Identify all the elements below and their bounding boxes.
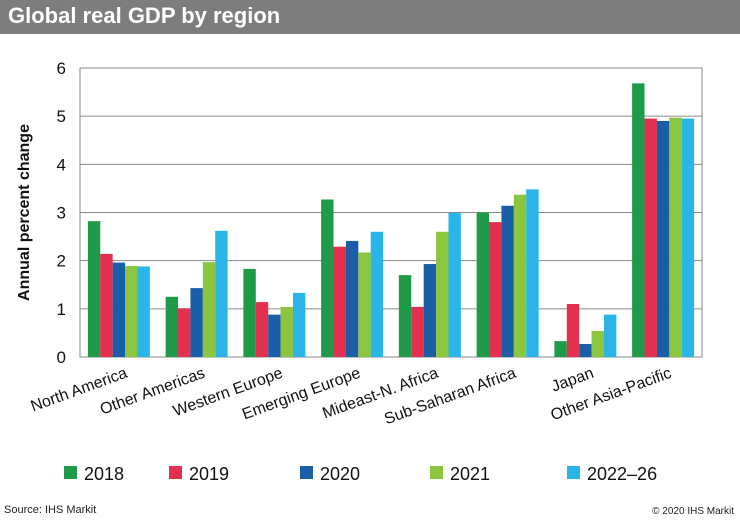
bar <box>669 117 682 357</box>
y-axis-title: Annual percent change <box>16 124 33 301</box>
bar <box>398 275 412 357</box>
bar <box>681 118 695 357</box>
legend-label: 2018 <box>84 464 124 484</box>
source-note: Source: IHS Markit <box>4 504 97 516</box>
bar <box>554 341 567 357</box>
bar <box>632 83 645 357</box>
chart-title: Global real GDP by region <box>8 3 281 28</box>
bar <box>125 265 138 357</box>
bar <box>579 343 592 357</box>
bar <box>423 264 437 357</box>
bar <box>165 296 179 357</box>
bar <box>566 304 580 357</box>
legend-swatch <box>300 466 313 479</box>
bar <box>87 221 101 357</box>
bar <box>411 306 424 357</box>
legend-swatch <box>430 466 443 479</box>
legend-label: 2022–26 <box>587 464 657 484</box>
bar <box>202 262 216 357</box>
y-tick-label: 3 <box>57 204 66 223</box>
bar <box>526 189 539 357</box>
bar <box>501 205 514 357</box>
bar <box>345 240 359 357</box>
y-tick-label: 4 <box>57 155 66 174</box>
bar <box>321 199 334 357</box>
bar <box>333 246 346 357</box>
bar <box>137 266 150 357</box>
bar <box>489 222 502 357</box>
x-category-label: Japan <box>549 365 596 396</box>
bar <box>448 212 461 357</box>
bar <box>100 253 113 357</box>
bar <box>268 314 281 357</box>
y-tick-label: 5 <box>57 107 66 126</box>
y-tick-label: 6 <box>57 59 66 78</box>
bar <box>292 292 306 357</box>
bar <box>178 308 191 357</box>
legend-swatch <box>567 466 580 479</box>
x-category-label: Sub-Saharan Africa <box>382 365 518 428</box>
bar <box>436 231 449 357</box>
legend-swatch <box>169 466 182 479</box>
bar <box>243 268 256 357</box>
bar <box>255 302 269 357</box>
bar <box>644 118 657 357</box>
legend-label: 2021 <box>450 464 490 484</box>
y-tick-label: 1 <box>57 300 66 319</box>
bar <box>215 230 228 357</box>
bar <box>190 288 203 357</box>
bar <box>476 212 490 357</box>
y-tick-label: 2 <box>57 252 66 271</box>
legend-label: 2020 <box>320 464 360 484</box>
bar <box>280 306 293 357</box>
bar <box>358 252 371 357</box>
copyright-note: © 2020 IHS Markit <box>652 506 734 517</box>
y-tick-label: 0 <box>57 348 66 367</box>
bar <box>591 330 604 357</box>
title-bar: Global real GDP by region <box>0 0 740 34</box>
bar <box>656 120 670 357</box>
bar <box>112 262 126 357</box>
bar <box>370 231 384 357</box>
bar <box>603 314 617 357</box>
legend-swatch <box>64 466 77 479</box>
legend-label: 2019 <box>189 464 229 484</box>
bar <box>513 194 527 357</box>
